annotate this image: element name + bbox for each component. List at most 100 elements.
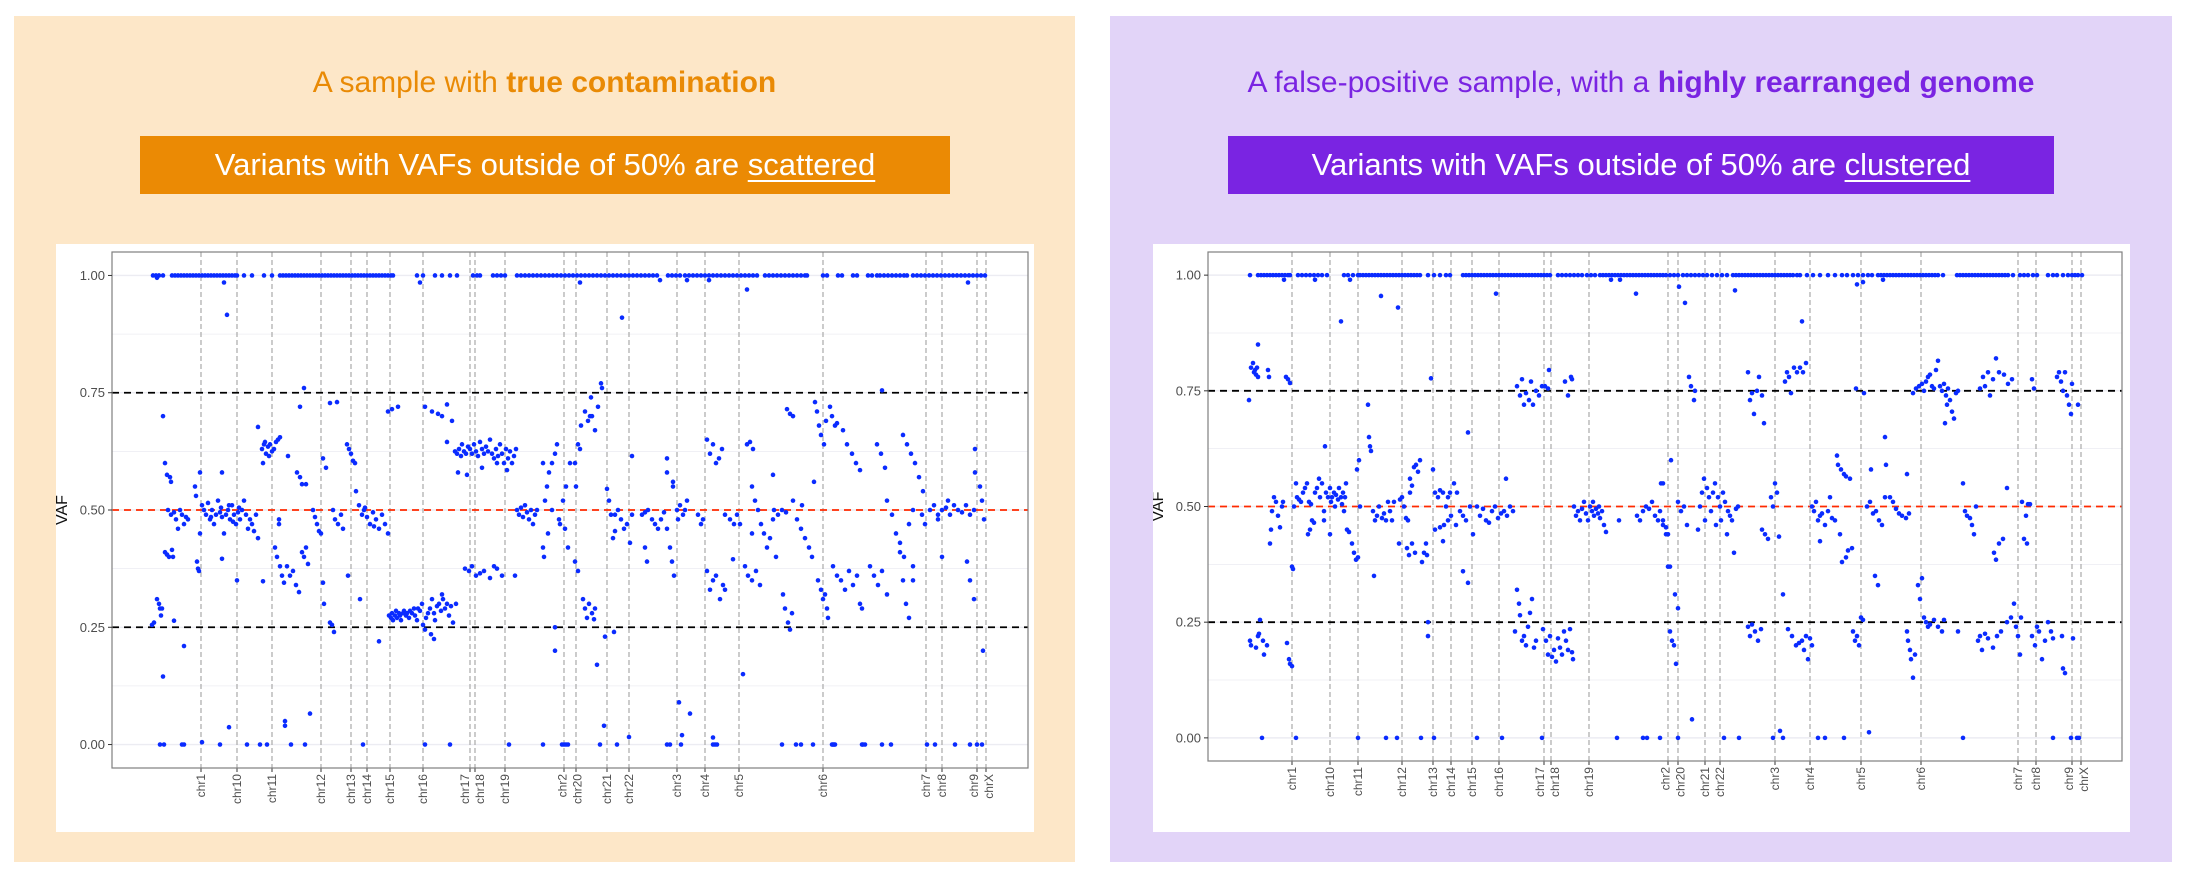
x-tick-label: chr1 (1285, 767, 1299, 791)
data-point (2064, 393, 2070, 398)
data-point (1882, 434, 1888, 440)
data-point (2018, 615, 2024, 620)
data-point (1341, 272, 1347, 278)
data-point (1837, 531, 1843, 537)
data-point (1561, 629, 1567, 634)
data-point (185, 517, 191, 522)
data-point (1903, 515, 1909, 521)
data-point (1844, 272, 1850, 278)
data-point (1533, 388, 1539, 394)
data-point (610, 273, 616, 278)
data-point (1523, 390, 1529, 396)
data-point (592, 427, 598, 433)
data-point (1417, 272, 1423, 278)
data-point (742, 563, 748, 569)
left-title-prefix: A sample with (312, 66, 507, 99)
data-point (874, 442, 880, 447)
data-point (504, 467, 510, 473)
data-point (1316, 476, 1322, 482)
data-point (1581, 499, 1587, 505)
data-point (1660, 518, 1666, 523)
data-point (588, 395, 594, 400)
data-point (926, 273, 932, 278)
data-point (1312, 277, 1318, 283)
data-point (449, 418, 455, 424)
data-point (390, 617, 396, 623)
data-point (785, 620, 791, 625)
data-point (199, 503, 205, 508)
data-point (1731, 550, 1737, 556)
data-point (276, 521, 282, 527)
data-point (1260, 638, 1266, 643)
data-point (2011, 601, 2017, 606)
data-point (646, 273, 652, 278)
data-point (1967, 515, 1973, 521)
data-point (1417, 457, 1423, 463)
data-point (1372, 518, 1378, 523)
data-point (575, 568, 581, 574)
data-point (1640, 508, 1646, 514)
data-point (592, 606, 598, 611)
data-point (1852, 638, 1858, 643)
data-point (1567, 626, 1573, 632)
data-point (284, 563, 290, 569)
data-point (1794, 370, 1800, 375)
data-point (1579, 272, 1585, 278)
data-point (1692, 388, 1698, 394)
data-point (734, 273, 740, 278)
data-point (1577, 518, 1583, 523)
data-point (967, 578, 973, 583)
data-point (2070, 636, 2076, 641)
data-point (2060, 388, 2066, 394)
data-point (2021, 536, 2027, 542)
data-point (2017, 652, 2023, 657)
data-point (1843, 474, 1849, 479)
data-point (710, 735, 716, 740)
data-point (226, 503, 232, 508)
data-point (234, 578, 240, 583)
data-point (889, 512, 895, 517)
data-point (181, 521, 187, 527)
data-point (518, 273, 524, 278)
data-point (260, 579, 266, 584)
data-point (704, 437, 710, 442)
data-point (266, 453, 272, 459)
data-point (173, 517, 179, 522)
data-point (414, 617, 420, 623)
data-point (1555, 272, 1561, 278)
data-point (307, 711, 313, 716)
data-point (1314, 485, 1320, 491)
data-point (1590, 499, 1596, 505)
x-tick-label: chr22 (622, 774, 636, 804)
data-point (862, 742, 868, 747)
data-point (255, 535, 261, 541)
data-point (1660, 481, 1666, 486)
data-point (1583, 511, 1589, 516)
data-point (761, 531, 767, 536)
data-point (1307, 527, 1313, 532)
data-point (1860, 617, 1866, 623)
x-tick-label: chr16 (416, 774, 430, 804)
data-point (2062, 370, 2068, 375)
data-point (1525, 624, 1531, 630)
data-point (422, 742, 428, 747)
data-point (1921, 615, 1927, 620)
data-point (930, 273, 936, 278)
data-point (1672, 592, 1678, 597)
data-point (1519, 638, 1525, 643)
data-point (1565, 393, 1571, 398)
data-point (1440, 490, 1446, 495)
data-point (932, 742, 938, 747)
data-point (1255, 374, 1261, 380)
data-point (706, 277, 712, 283)
data-point (2068, 411, 2074, 417)
data-point (1305, 531, 1311, 537)
data-point (914, 273, 920, 278)
right-vaf-scatter-chart: chr1 chr10 chr11 chr12 chr13 chr14 chr15 chr16 c… (1153, 251, 2123, 797)
data-point (702, 273, 708, 278)
data-point (1584, 272, 1590, 278)
data-point (1990, 645, 1996, 650)
data-point (1267, 541, 1273, 546)
data-point (2039, 656, 2045, 662)
data-point (1250, 360, 1256, 366)
